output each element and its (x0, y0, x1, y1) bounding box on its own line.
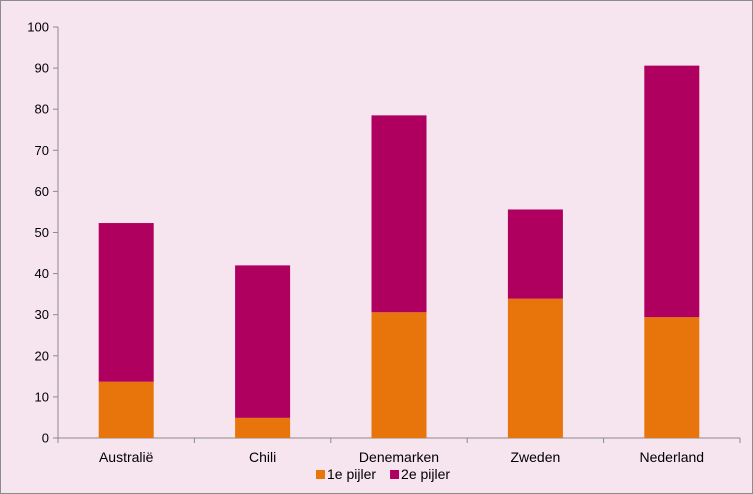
y-tick-label: 50 (35, 225, 49, 240)
y-tick-label: 70 (35, 143, 49, 158)
y-tick-label: 100 (27, 20, 49, 35)
bar-1e-pijler (644, 317, 700, 438)
x-category-labels: Australië Chili Denemarken Zweden Nederland (99, 449, 704, 465)
legend-swatch (390, 470, 400, 479)
bar-2e-pijler (644, 65, 700, 318)
legend-label: 1e pijler (327, 466, 376, 482)
y-tick-label: 80 (35, 102, 49, 117)
y-tick-label: 90 (35, 61, 49, 76)
axes (53, 26, 741, 443)
bars (98, 65, 700, 438)
bar-2e-pijler (235, 265, 291, 418)
x-category-label: Chili (249, 449, 276, 465)
bar-1e-pijler (507, 298, 563, 438)
bar-1e-pijler (235, 417, 291, 438)
bar-2e-pijler (507, 209, 563, 299)
bar-2e-pijler (98, 223, 154, 382)
legend-swatch (316, 470, 325, 479)
x-category-label: Denemarken (359, 449, 439, 465)
y-tick-label: 60 (35, 184, 49, 199)
y-tick-label: 0 (42, 431, 49, 446)
legend: 1e pijler 2e pijler (316, 466, 450, 482)
y-tick-label: 10 (35, 389, 49, 404)
y-tick-labels: 0 10 20 30 40 50 60 70 80 90 100 (27, 20, 49, 446)
bar-1e-pijler (98, 381, 154, 438)
x-category-label: Australië (99, 449, 154, 465)
bar-2e-pijler (371, 115, 427, 313)
x-category-label: Nederland (639, 449, 704, 465)
bar-1e-pijler (371, 312, 427, 438)
y-tick-label: 40 (35, 266, 49, 281)
y-tick-label: 20 (35, 348, 49, 363)
legend-label: 2e pijler (401, 466, 450, 482)
x-category-label: Zweden (510, 449, 560, 465)
y-tick-label: 30 (35, 307, 49, 322)
